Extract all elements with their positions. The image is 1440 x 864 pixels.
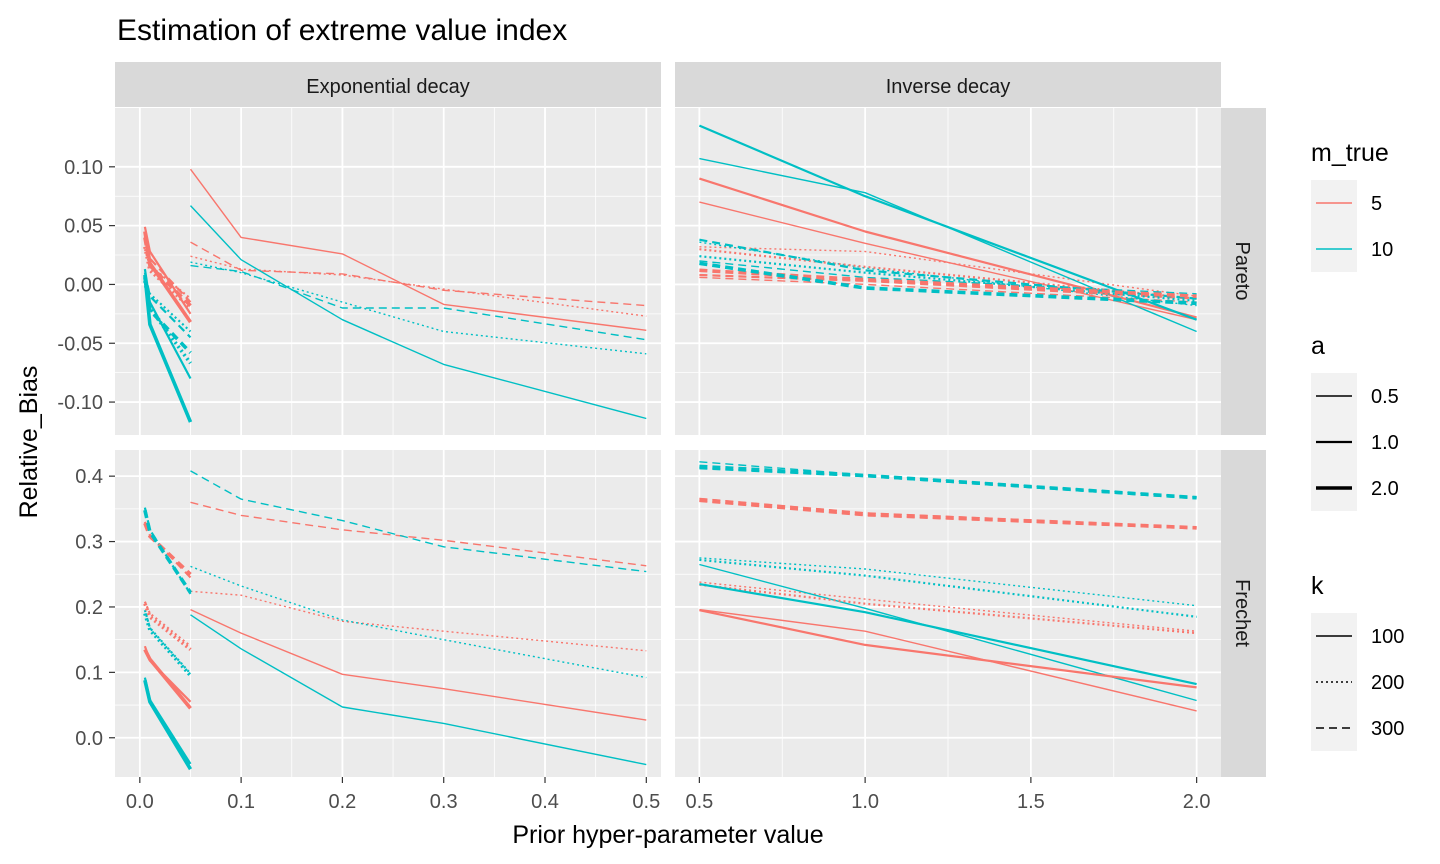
series-line <box>699 157 1197 333</box>
panel-exponential-frechet <box>115 450 661 777</box>
chart-title: Estimation of extreme value index <box>117 14 567 47</box>
panel-background <box>115 450 661 777</box>
series-line <box>698 124 1197 321</box>
y-tick-label: 0.00 <box>64 274 103 296</box>
legend-key <box>1311 659 1357 705</box>
legend-label-m-true: 10 <box>1371 239 1393 261</box>
legend-label-a: 0.5 <box>1371 386 1399 408</box>
series-line <box>699 464 1197 500</box>
strip-label-pareto: Pareto <box>1231 242 1253 301</box>
series-line <box>699 583 1197 686</box>
strip-label-exponential: Exponential decay <box>306 76 469 98</box>
series-line <box>699 581 1197 632</box>
series-line <box>190 470 647 573</box>
series-line <box>699 276 1197 303</box>
x-tick-label: 1.0 <box>851 791 879 813</box>
strip-row-pareto <box>1221 108 1266 435</box>
legend-title-a: a <box>1311 332 1325 360</box>
series-line <box>190 614 647 766</box>
series-line <box>699 273 1197 300</box>
series-line <box>699 609 1197 689</box>
series-line <box>699 608 1197 712</box>
series-line <box>143 679 193 771</box>
x-tick-label: 0.3 <box>430 791 458 813</box>
y-tick-label: 0.05 <box>64 216 103 238</box>
series-line <box>189 205 647 420</box>
panel-inverse-pareto <box>675 108 1221 435</box>
y-tick-label: 0.2 <box>75 597 103 619</box>
series-line <box>143 509 192 594</box>
x-axis-title: Prior hyper-parameter value <box>512 821 823 849</box>
series-line <box>143 246 192 310</box>
legend-label-k: 200 <box>1371 672 1404 694</box>
series-line <box>190 261 647 355</box>
y-tick-label: 0.0 <box>75 728 103 750</box>
legend-label-k: 100 <box>1371 626 1404 648</box>
series-line <box>699 497 1197 530</box>
y-tick-label: -0.10 <box>57 392 103 414</box>
y-tick-label: 0.10 <box>64 157 103 179</box>
series-line <box>190 264 647 341</box>
series-line <box>143 237 192 307</box>
strip-row-frechet <box>1221 450 1266 777</box>
panels: 0.10 0.05 0.00 -0.05 -0.10 0.4 0.3 0.2 0.1 0.0 0.0… <box>57 108 1221 813</box>
strip-label-frechet: Frechet <box>1231 579 1253 647</box>
series-line <box>699 268 1197 298</box>
x-tick-label: 0.4 <box>531 791 559 813</box>
series-line <box>190 590 647 652</box>
series-line <box>699 261 1197 306</box>
series-line <box>699 246 1197 297</box>
legend-label-a: 2.0 <box>1371 478 1399 500</box>
x-tick-label: 0.2 <box>329 791 357 813</box>
strip-label-inverse: Inverse decay <box>886 76 1011 98</box>
series-line <box>190 241 647 307</box>
series-line <box>699 238 1197 300</box>
series-line <box>143 609 192 675</box>
legend-label-a: 1.0 <box>1371 432 1399 454</box>
legend: m_true 5 10 a 0.5 1.0 2.0 k 100 200 300 <box>1311 139 1404 751</box>
series-line <box>699 260 1197 295</box>
y-axis-title: Relative_Bias <box>15 366 43 519</box>
series-line <box>190 608 647 721</box>
series-line <box>699 255 1197 302</box>
y-tick-label: 0.1 <box>75 662 103 684</box>
series-line <box>699 583 1197 635</box>
panel-inverse-frechet <box>675 450 1221 777</box>
x-tick-label: 0.5 <box>632 791 660 813</box>
y-tick-label: 0.4 <box>75 466 103 488</box>
legend-title-k: k <box>1311 572 1324 600</box>
strip-col-inverse <box>675 62 1221 107</box>
x-tick-label: 2.0 <box>1183 791 1211 813</box>
panel-background <box>115 108 661 435</box>
panel-exponential-pareto <box>115 108 661 435</box>
series-line <box>699 201 1197 321</box>
legend-label-k: 300 <box>1371 718 1404 740</box>
series-line <box>143 522 192 576</box>
y-tick-label: -0.05 <box>57 333 103 355</box>
series-line <box>699 461 1197 498</box>
legend-label-m-true: 5 <box>1371 193 1382 215</box>
x-tick-label: 0.5 <box>685 791 713 813</box>
series-line <box>189 168 647 331</box>
x-tick-label: 0.1 <box>227 791 255 813</box>
series-line <box>143 612 192 677</box>
strip-col-exponential <box>115 62 661 107</box>
series-line <box>190 565 647 679</box>
series-line <box>699 557 1197 607</box>
series-line <box>143 277 192 354</box>
series-line <box>699 563 1197 702</box>
series-line <box>699 558 1197 618</box>
y-tick-label: 0.3 <box>75 532 103 554</box>
x-tick-label: 0.0 <box>126 791 154 813</box>
x-tick-label: 1.5 <box>1017 791 1045 813</box>
series-line <box>143 648 192 710</box>
legend-title-m-true: m_true <box>1311 139 1389 167</box>
series-line <box>699 248 1197 300</box>
